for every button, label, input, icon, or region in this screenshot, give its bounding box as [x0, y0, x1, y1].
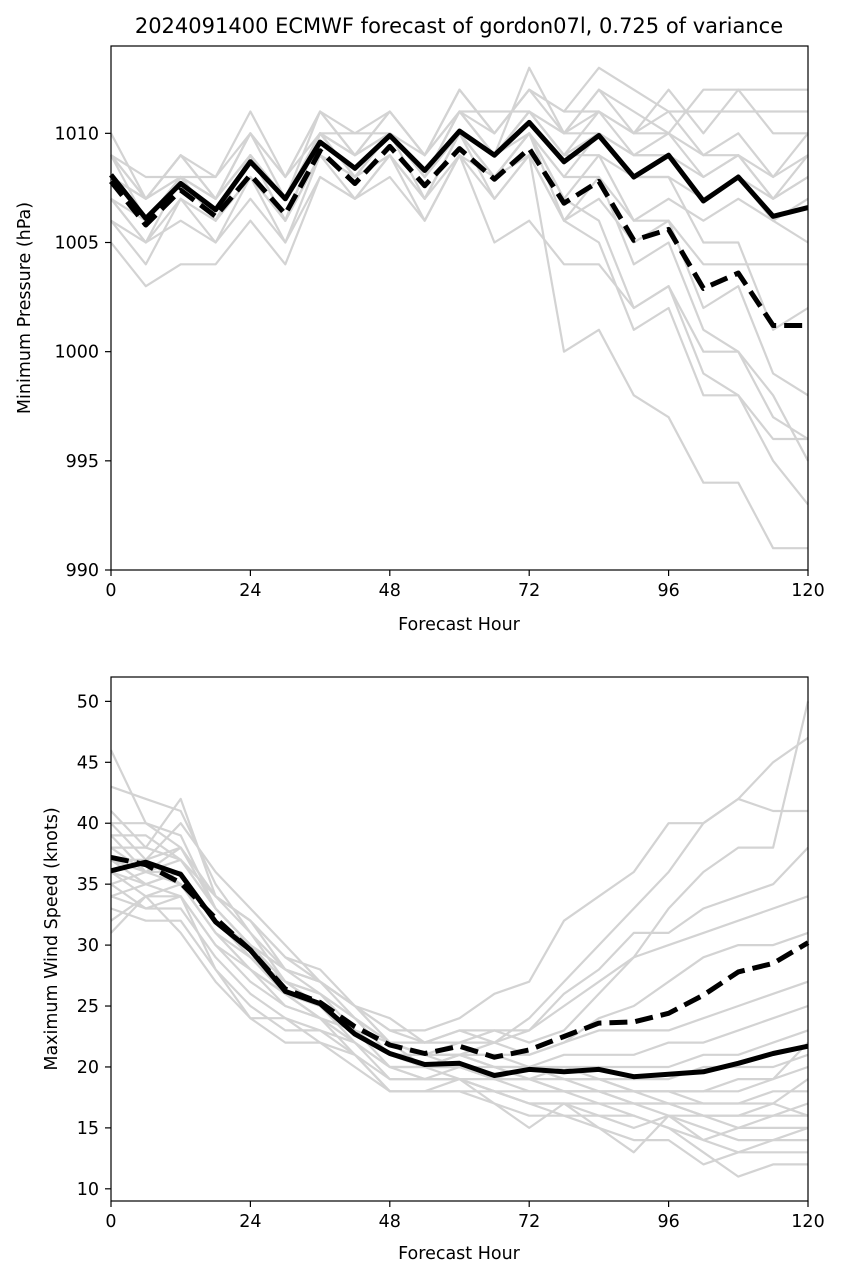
wind-axes: 0 24 48 72 96 120 10 15 20 25 30 35 40 45 50: [77, 692, 825, 1232]
wind-member-line-5: [110, 846, 809, 1056]
pressure-member-line-2: [110, 88, 808, 200]
wind-member-line-20: [110, 883, 809, 1117]
wind-mean-dashed-line: [110, 854, 810, 1060]
pressure-ytick-label: 1000: [54, 343, 99, 363]
wind-ytick-label: 30: [77, 936, 99, 956]
wind-xtick-label: 120: [791, 1212, 824, 1232]
pressure-member-line-3: [110, 110, 809, 222]
wind-ytick-label: 45: [77, 753, 99, 773]
pressure-xtick-label: 96: [657, 581, 679, 601]
pressure-member-line-16: [110, 88, 809, 200]
wind-ytick-label: 40: [77, 814, 99, 834]
pressure-series: [109, 66, 809, 550]
wind-xtick-label: 96: [657, 1212, 679, 1232]
wind-ytick-label: 50: [77, 692, 99, 712]
pressure-member-line-10: [110, 132, 809, 506]
wind-member-line-4: [110, 834, 809, 1044]
wind-panel: 0 24 48 72 96 120 10 15 20 25 30 35 40 45 50 Forecast …: [42, 676, 825, 1264]
wind-member-line-19: [110, 858, 809, 1117]
pressure-member-line-8: [110, 154, 809, 440]
wind-ytick-label: 25: [77, 997, 99, 1017]
wind-member-line-17: [111, 834, 808, 1142]
pressure-xtick-label: 120: [791, 581, 824, 601]
wind-member-line-3: [110, 822, 809, 1044]
wind-xtick-label: 72: [518, 1212, 540, 1232]
pressure-xtick-label: 48: [379, 581, 401, 601]
wind-xlabel: Forecast Hour: [398, 1244, 521, 1264]
pressure-ylabel: Minimum Pressure (hPa): [15, 202, 35, 414]
pressure-axes: 0 24 48 72 96 120 990 995 1000 1005 1010: [54, 124, 824, 601]
wind-ytick-label: 10: [77, 1180, 99, 1200]
pressure-xtick-label: 0: [105, 581, 116, 601]
pressure-member-line-9: [110, 132, 808, 550]
wind-ytick-label: 20: [77, 1058, 99, 1078]
wind-member-line-0: [110, 749, 808, 1056]
wind-ytick-label: 15: [77, 1119, 99, 1139]
pressure-xlabel: Forecast Hour: [398, 615, 521, 635]
wind-xtick-label: 0: [105, 1212, 116, 1232]
pressure-xtick-label: 72: [518, 581, 540, 601]
pressure-member-line-17: [110, 110, 809, 222]
wind-ytick-label: 35: [77, 875, 99, 895]
pressure-member-line-1: [110, 66, 808, 179]
wind-member-line-12: [110, 895, 809, 1130]
wind-xtick-label: 24: [239, 1212, 261, 1232]
wind-member-line-13: [110, 870, 808, 1154]
wind-member-line-18: [111, 822, 808, 1130]
pressure-plot-frame: [110, 45, 809, 571]
wind-series: [110, 701, 810, 1178]
pressure-ytick-label: 990: [66, 561, 99, 581]
pressure-panel: 0 24 48 72 96 120 990 995 1000 1005 1010 Forecast …: [15, 45, 825, 635]
pressure-ytick-label: 1005: [54, 234, 99, 254]
pressure-mean-line: [109, 119, 809, 221]
pressure-mean-dashed-line: [109, 143, 808, 328]
wind-ylabel: Maximum Wind Speed (knots): [42, 807, 62, 1070]
wind-xtick-label: 48: [379, 1212, 401, 1232]
pressure-xtick-label: 24: [239, 581, 261, 601]
pressure-ytick-label: 1010: [54, 124, 99, 144]
figure-title: 2024091400 ECMWF forecast of gordon07l, …: [135, 14, 783, 38]
wind-plot-frame: [110, 676, 809, 1202]
pressure-ytick-label: 995: [66, 452, 99, 472]
